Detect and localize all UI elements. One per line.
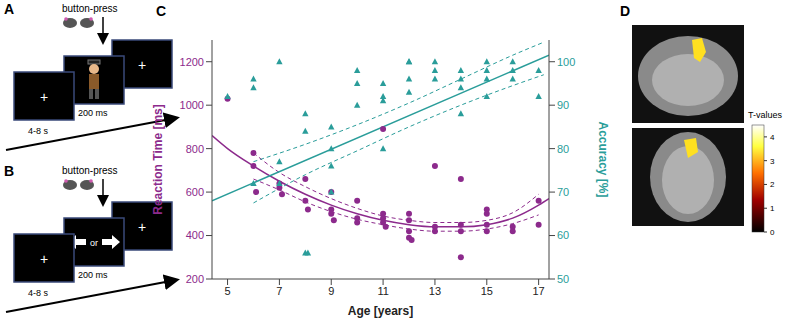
svg-text:5: 5	[224, 285, 230, 297]
svg-text:100: 100	[557, 56, 575, 68]
svg-text:70: 70	[557, 186, 569, 198]
svg-text:400: 400	[186, 229, 204, 241]
svg-text:11: 11	[377, 285, 388, 297]
svg-text:50: 50	[557, 273, 569, 285]
svg-text:B: B	[4, 163, 14, 179]
svg-text:200 ms: 200 ms	[78, 108, 108, 118]
svg-text:3: 3	[770, 157, 775, 166]
svg-text:T-values: T-values	[748, 110, 783, 120]
svg-text:+: +	[138, 57, 146, 73]
svg-text:button-press: button-press	[62, 165, 118, 176]
svg-text:800: 800	[186, 143, 204, 155]
svg-text:9: 9	[328, 285, 334, 297]
svg-text:17: 17	[533, 285, 545, 297]
svg-text:+: +	[40, 89, 48, 105]
svg-text:200 ms: 200 ms	[78, 270, 108, 280]
svg-text:200: 200	[186, 273, 204, 285]
svg-text:Accuracy [%]: Accuracy [%]	[596, 121, 610, 197]
svg-text:4: 4	[770, 133, 775, 142]
svg-text:4-8 s: 4-8 s	[28, 288, 49, 298]
svg-text:1000: 1000	[180, 99, 204, 111]
svg-text:button-press: button-press	[62, 3, 118, 14]
svg-text:15: 15	[481, 285, 493, 297]
svg-text:or: or	[90, 238, 98, 248]
svg-text:D: D	[620, 3, 630, 19]
svg-text:+: +	[40, 251, 48, 267]
svg-text:1200: 1200	[180, 56, 204, 68]
svg-text:Reaction Time [ms]: Reaction Time [ms]	[151, 104, 165, 214]
svg-text:600: 600	[186, 186, 204, 198]
svg-text:7: 7	[276, 285, 282, 297]
svg-text:4-8 s: 4-8 s	[28, 126, 49, 136]
svg-text:C: C	[156, 3, 166, 19]
svg-text:0: 0	[770, 228, 775, 237]
svg-text:80: 80	[557, 143, 569, 155]
svg-text:13: 13	[429, 285, 441, 297]
svg-text:90: 90	[557, 99, 569, 111]
svg-text:60: 60	[557, 229, 569, 241]
svg-text:+: +	[138, 219, 146, 235]
svg-text:Age [years]: Age [years]	[348, 304, 413, 318]
svg-text:1: 1	[770, 204, 775, 213]
svg-text:2: 2	[770, 180, 775, 189]
svg-text:A: A	[4, 1, 14, 17]
